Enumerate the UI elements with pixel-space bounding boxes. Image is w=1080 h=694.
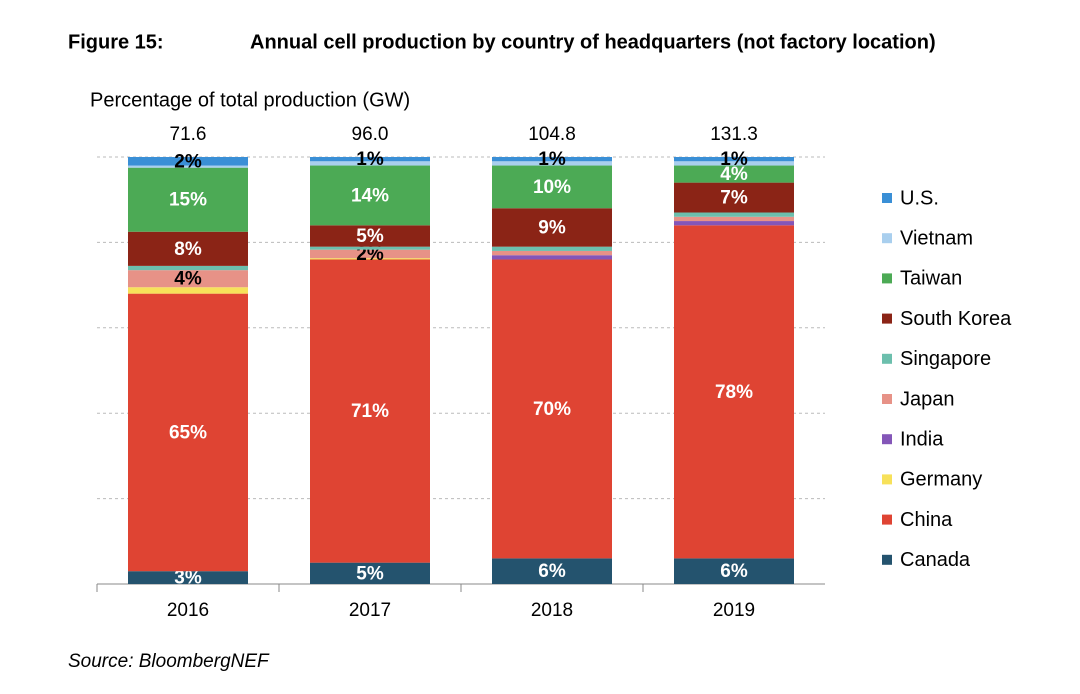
legend-swatch: [882, 394, 892, 404]
bar-segment: [674, 212, 794, 217]
legend-label: Japan: [900, 388, 955, 410]
bar-segment: [310, 259, 430, 563]
data-label: 9%: [538, 217, 566, 238]
x-tick-label: 2018: [531, 600, 573, 621]
bar-segment: [674, 216, 794, 222]
bar-segment: [128, 167, 248, 232]
data-label: 2%: [174, 151, 202, 172]
legend-label: China: [900, 509, 953, 531]
bar-segment: [128, 571, 248, 584]
bar-segment: [310, 249, 430, 259]
bar-segment: [674, 165, 794, 183]
data-label: 6%: [720, 561, 748, 582]
bar-segment: [492, 259, 612, 559]
data-label: 71%: [351, 401, 389, 422]
bar-segment: [492, 250, 612, 256]
legend-label: India: [900, 428, 944, 450]
legend-label: Canada: [900, 549, 971, 571]
bar-segment: [128, 265, 248, 271]
data-label: 4%: [174, 269, 202, 290]
legend-label: Germany: [900, 469, 982, 491]
bar-segment: [128, 293, 248, 572]
bar-segment: [310, 562, 430, 584]
legend-swatch: [882, 313, 892, 324]
legend-swatch: [882, 193, 892, 203]
bar-segment: [310, 157, 430, 162]
bar-segment: [128, 270, 248, 288]
data-label: 4%: [720, 164, 748, 185]
x-tick-label: 2019: [713, 600, 755, 621]
bar-segment: [674, 157, 794, 162]
bar-segment: [492, 255, 612, 260]
source: Source: BloombergNEF: [68, 651, 270, 672]
data-label: 5%: [356, 226, 384, 247]
data-label: 7%: [720, 188, 748, 209]
bar-segment: [674, 182, 794, 213]
data-label: 6%: [538, 561, 566, 582]
data-label: 14%: [351, 185, 389, 206]
legend-swatch: [882, 514, 892, 525]
bar-segment: [674, 221, 794, 226]
legend-label: Taiwan: [900, 268, 962, 290]
legend-swatch: [882, 474, 892, 485]
bar-segment: [492, 558, 612, 584]
figure-label: Figure 15:: [68, 31, 164, 53]
data-label: 1%: [720, 149, 748, 170]
bar-segment: [674, 161, 794, 166]
bar-segment: [674, 558, 794, 584]
x-tick-label: 2017: [349, 600, 391, 621]
chart-title: Annual cell production by country of hea…: [250, 31, 936, 53]
legend-swatch: [882, 554, 892, 565]
legend-swatch: [882, 434, 892, 445]
bar-segment: [128, 231, 248, 266]
bar-segment: [492, 161, 612, 166]
legend-swatch: [882, 353, 892, 364]
bar-segment: [492, 246, 612, 251]
bar-segment: [310, 161, 430, 166]
bar-segment: [492, 157, 612, 162]
data-label: 10%: [533, 177, 571, 198]
data-label: 8%: [174, 239, 202, 260]
bar-segment: [674, 225, 794, 559]
legend-label: South Korea: [900, 308, 1012, 330]
legend-label: U.S.: [900, 187, 939, 209]
legend-label: Vietnam: [900, 227, 973, 249]
bar-segment: [492, 165, 612, 209]
data-label: 1%: [538, 149, 566, 170]
bar-segment: [310, 258, 430, 260]
data-label: 70%: [533, 399, 571, 420]
bar-segment: [128, 287, 248, 294]
data-label: 1%: [356, 149, 384, 170]
legend-swatch: [882, 233, 892, 244]
data-label: 3%: [174, 568, 202, 589]
data-label: 15%: [169, 190, 207, 211]
legend-swatch: [882, 273, 892, 284]
bar-segment: [310, 246, 430, 250]
bar-segment: [310, 225, 430, 247]
bar-segment: [128, 165, 248, 168]
total-label: 71.6: [170, 124, 207, 145]
x-tick-label: 2016: [167, 600, 209, 621]
data-label: 5%: [356, 563, 384, 584]
bar-segment: [492, 208, 612, 247]
legend-label: Singapore: [900, 348, 991, 370]
subtitle: Percentage of total production (GW): [90, 89, 410, 111]
total-label: 131.3: [710, 124, 758, 145]
data-label: 65%: [169, 422, 207, 443]
bar-segment: [310, 165, 430, 226]
total-label: 96.0: [352, 124, 389, 145]
data-label: 78%: [715, 382, 753, 403]
total-label: 104.8: [528, 124, 576, 145]
bar-segment: [128, 157, 248, 166]
